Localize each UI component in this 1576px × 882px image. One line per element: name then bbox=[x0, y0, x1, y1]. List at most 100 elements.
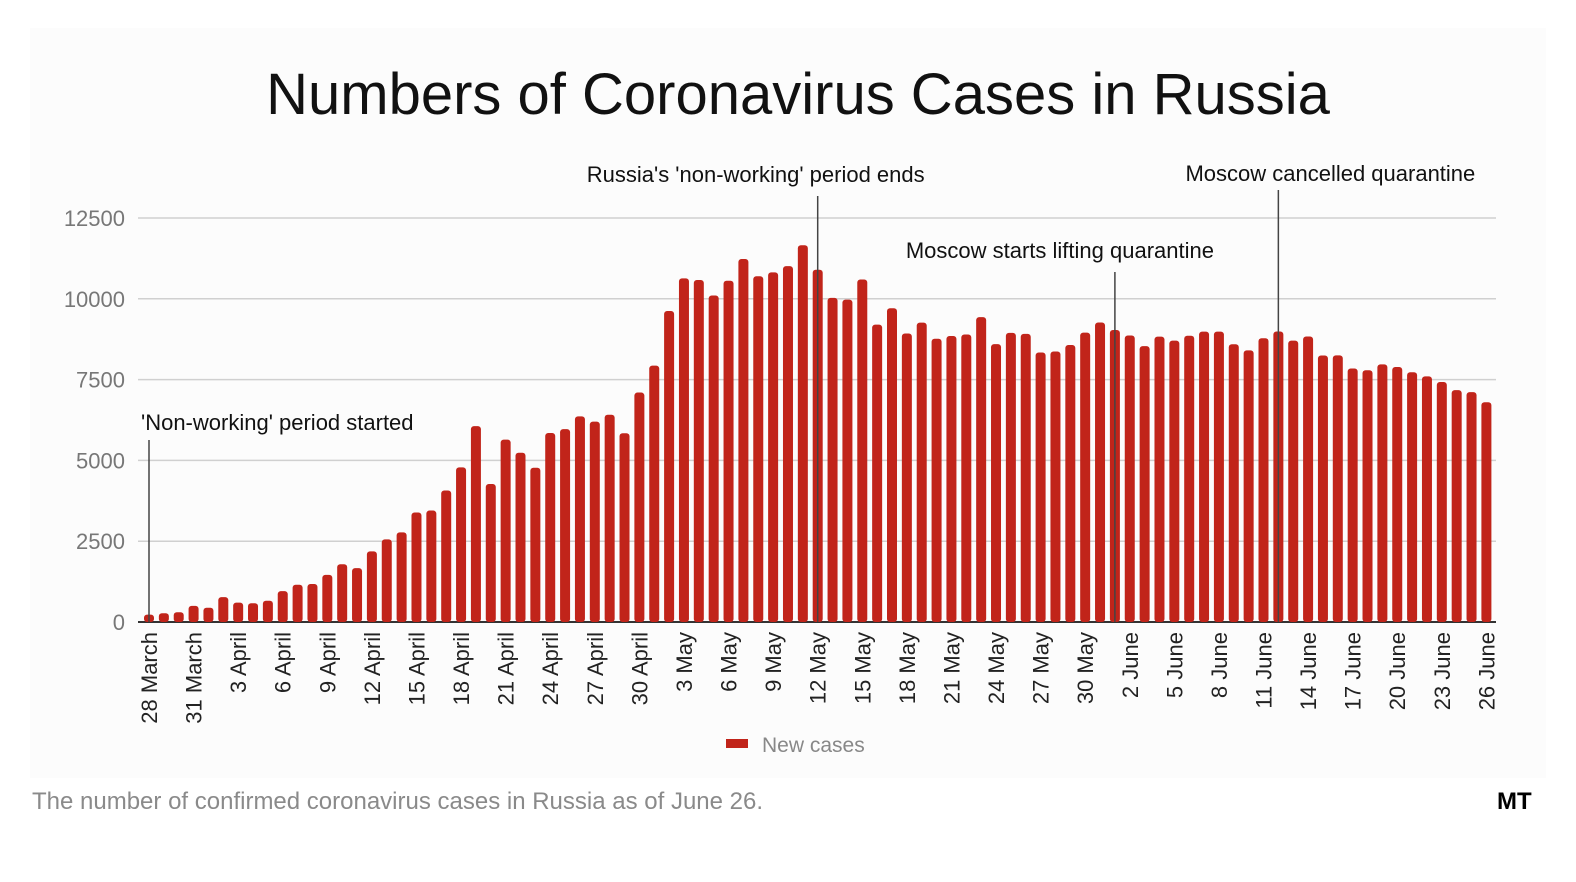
bar bbox=[1436, 382, 1447, 622]
bar bbox=[604, 414, 615, 622]
x-tick-label: 12 April bbox=[360, 632, 385, 705]
x-tick-label: 5 June bbox=[1162, 632, 1187, 698]
bar bbox=[872, 324, 883, 622]
bar bbox=[664, 310, 675, 622]
bar bbox=[500, 439, 511, 622]
bar bbox=[619, 433, 630, 622]
y-tick-label: 5000 bbox=[76, 448, 125, 473]
bar bbox=[857, 279, 868, 622]
x-tick-label: 21 April bbox=[494, 632, 519, 705]
x-tick-label: 18 May bbox=[895, 632, 920, 704]
bar bbox=[277, 591, 288, 622]
bar bbox=[426, 510, 437, 622]
annotation-label: 'Non-working' period started bbox=[141, 410, 414, 435]
bar bbox=[887, 308, 897, 622]
y-tick-label: 0 bbox=[113, 610, 125, 635]
x-tick-label: 12 May bbox=[806, 632, 831, 704]
bar bbox=[634, 392, 645, 622]
x-tick-label: 3 April bbox=[226, 632, 251, 693]
bar bbox=[976, 317, 987, 622]
bar bbox=[173, 612, 184, 622]
bar bbox=[708, 295, 719, 622]
bar bbox=[1362, 370, 1373, 622]
x-tick-label: 21 May bbox=[939, 632, 964, 704]
legend-swatch bbox=[726, 739, 748, 748]
bar bbox=[678, 278, 689, 622]
bar bbox=[1139, 346, 1150, 622]
bar bbox=[1421, 376, 1432, 622]
x-tick-label: 24 May bbox=[984, 632, 1009, 704]
y-tick-label: 10000 bbox=[64, 287, 125, 312]
bar bbox=[1199, 331, 1210, 622]
bar bbox=[1065, 344, 1076, 622]
bar bbox=[456, 467, 467, 622]
bar bbox=[470, 426, 481, 622]
x-tick-label: 6 April bbox=[271, 632, 296, 693]
annotation-label: Moscow cancelled quarantine bbox=[1185, 161, 1475, 186]
bar bbox=[381, 539, 392, 622]
bar bbox=[589, 421, 600, 622]
bar bbox=[1050, 351, 1061, 622]
bar bbox=[262, 600, 273, 622]
bar bbox=[916, 322, 927, 622]
bar bbox=[292, 584, 303, 622]
bar bbox=[560, 429, 571, 622]
x-tick-label: 30 May bbox=[1073, 632, 1098, 704]
mt-logo: MT bbox=[1497, 788, 1532, 815]
bar bbox=[366, 551, 377, 622]
bar bbox=[396, 532, 407, 622]
bar bbox=[1005, 332, 1016, 622]
bar bbox=[768, 272, 779, 622]
x-tick-label: 18 April bbox=[449, 632, 474, 705]
bar bbox=[991, 344, 1002, 622]
x-tick-label: 30 April bbox=[627, 632, 652, 705]
bar bbox=[738, 259, 749, 622]
bar bbox=[1317, 355, 1328, 622]
x-tick-label: 20 June bbox=[1385, 632, 1410, 710]
chart-title: Numbers of Coronavirus Cases in Russia bbox=[266, 62, 1330, 127]
bar bbox=[797, 245, 808, 622]
x-tick-label: 27 May bbox=[1029, 632, 1054, 704]
caption: The number of confirmed coronavirus case… bbox=[32, 788, 764, 815]
bar bbox=[1258, 338, 1269, 622]
bar bbox=[530, 467, 541, 622]
x-tick-label: 27 April bbox=[583, 632, 608, 705]
bar bbox=[1095, 322, 1106, 622]
bar bbox=[1169, 340, 1180, 622]
bar bbox=[218, 597, 229, 622]
bar bbox=[515, 452, 526, 622]
bar bbox=[1288, 340, 1299, 622]
bar bbox=[1243, 350, 1254, 622]
x-tick-label: 6 May bbox=[717, 632, 742, 692]
x-tick-label: 11 June bbox=[1252, 632, 1277, 709]
bar bbox=[337, 564, 348, 622]
bar bbox=[1407, 372, 1418, 622]
bar bbox=[946, 336, 957, 622]
bar bbox=[723, 280, 734, 622]
x-tick-label: 31 March bbox=[182, 632, 207, 724]
bar bbox=[1347, 368, 1358, 622]
x-tick-label: 23 June bbox=[1430, 632, 1455, 710]
annotation-label: Russia's 'non-working' period ends bbox=[587, 162, 925, 187]
bar bbox=[248, 603, 259, 622]
bar bbox=[441, 490, 452, 622]
bar bbox=[188, 605, 199, 622]
bar bbox=[1451, 390, 1462, 622]
bar bbox=[1184, 335, 1195, 622]
x-tick-label: 15 May bbox=[850, 632, 875, 704]
bar bbox=[1080, 332, 1091, 622]
bar bbox=[961, 334, 972, 622]
x-tick-label: 15 April bbox=[404, 632, 429, 705]
x-tick-label: 24 April bbox=[538, 632, 563, 705]
legend-label: New cases bbox=[762, 734, 865, 757]
bar bbox=[411, 512, 422, 622]
bar bbox=[649, 365, 660, 622]
bar bbox=[574, 416, 585, 622]
y-tick-label: 7500 bbox=[76, 368, 125, 393]
annotation-label: Moscow starts lifting quarantine bbox=[906, 238, 1214, 263]
bar bbox=[307, 584, 318, 622]
x-tick-label: 28 March bbox=[137, 632, 162, 724]
bar bbox=[233, 602, 244, 622]
bar bbox=[1228, 344, 1239, 622]
